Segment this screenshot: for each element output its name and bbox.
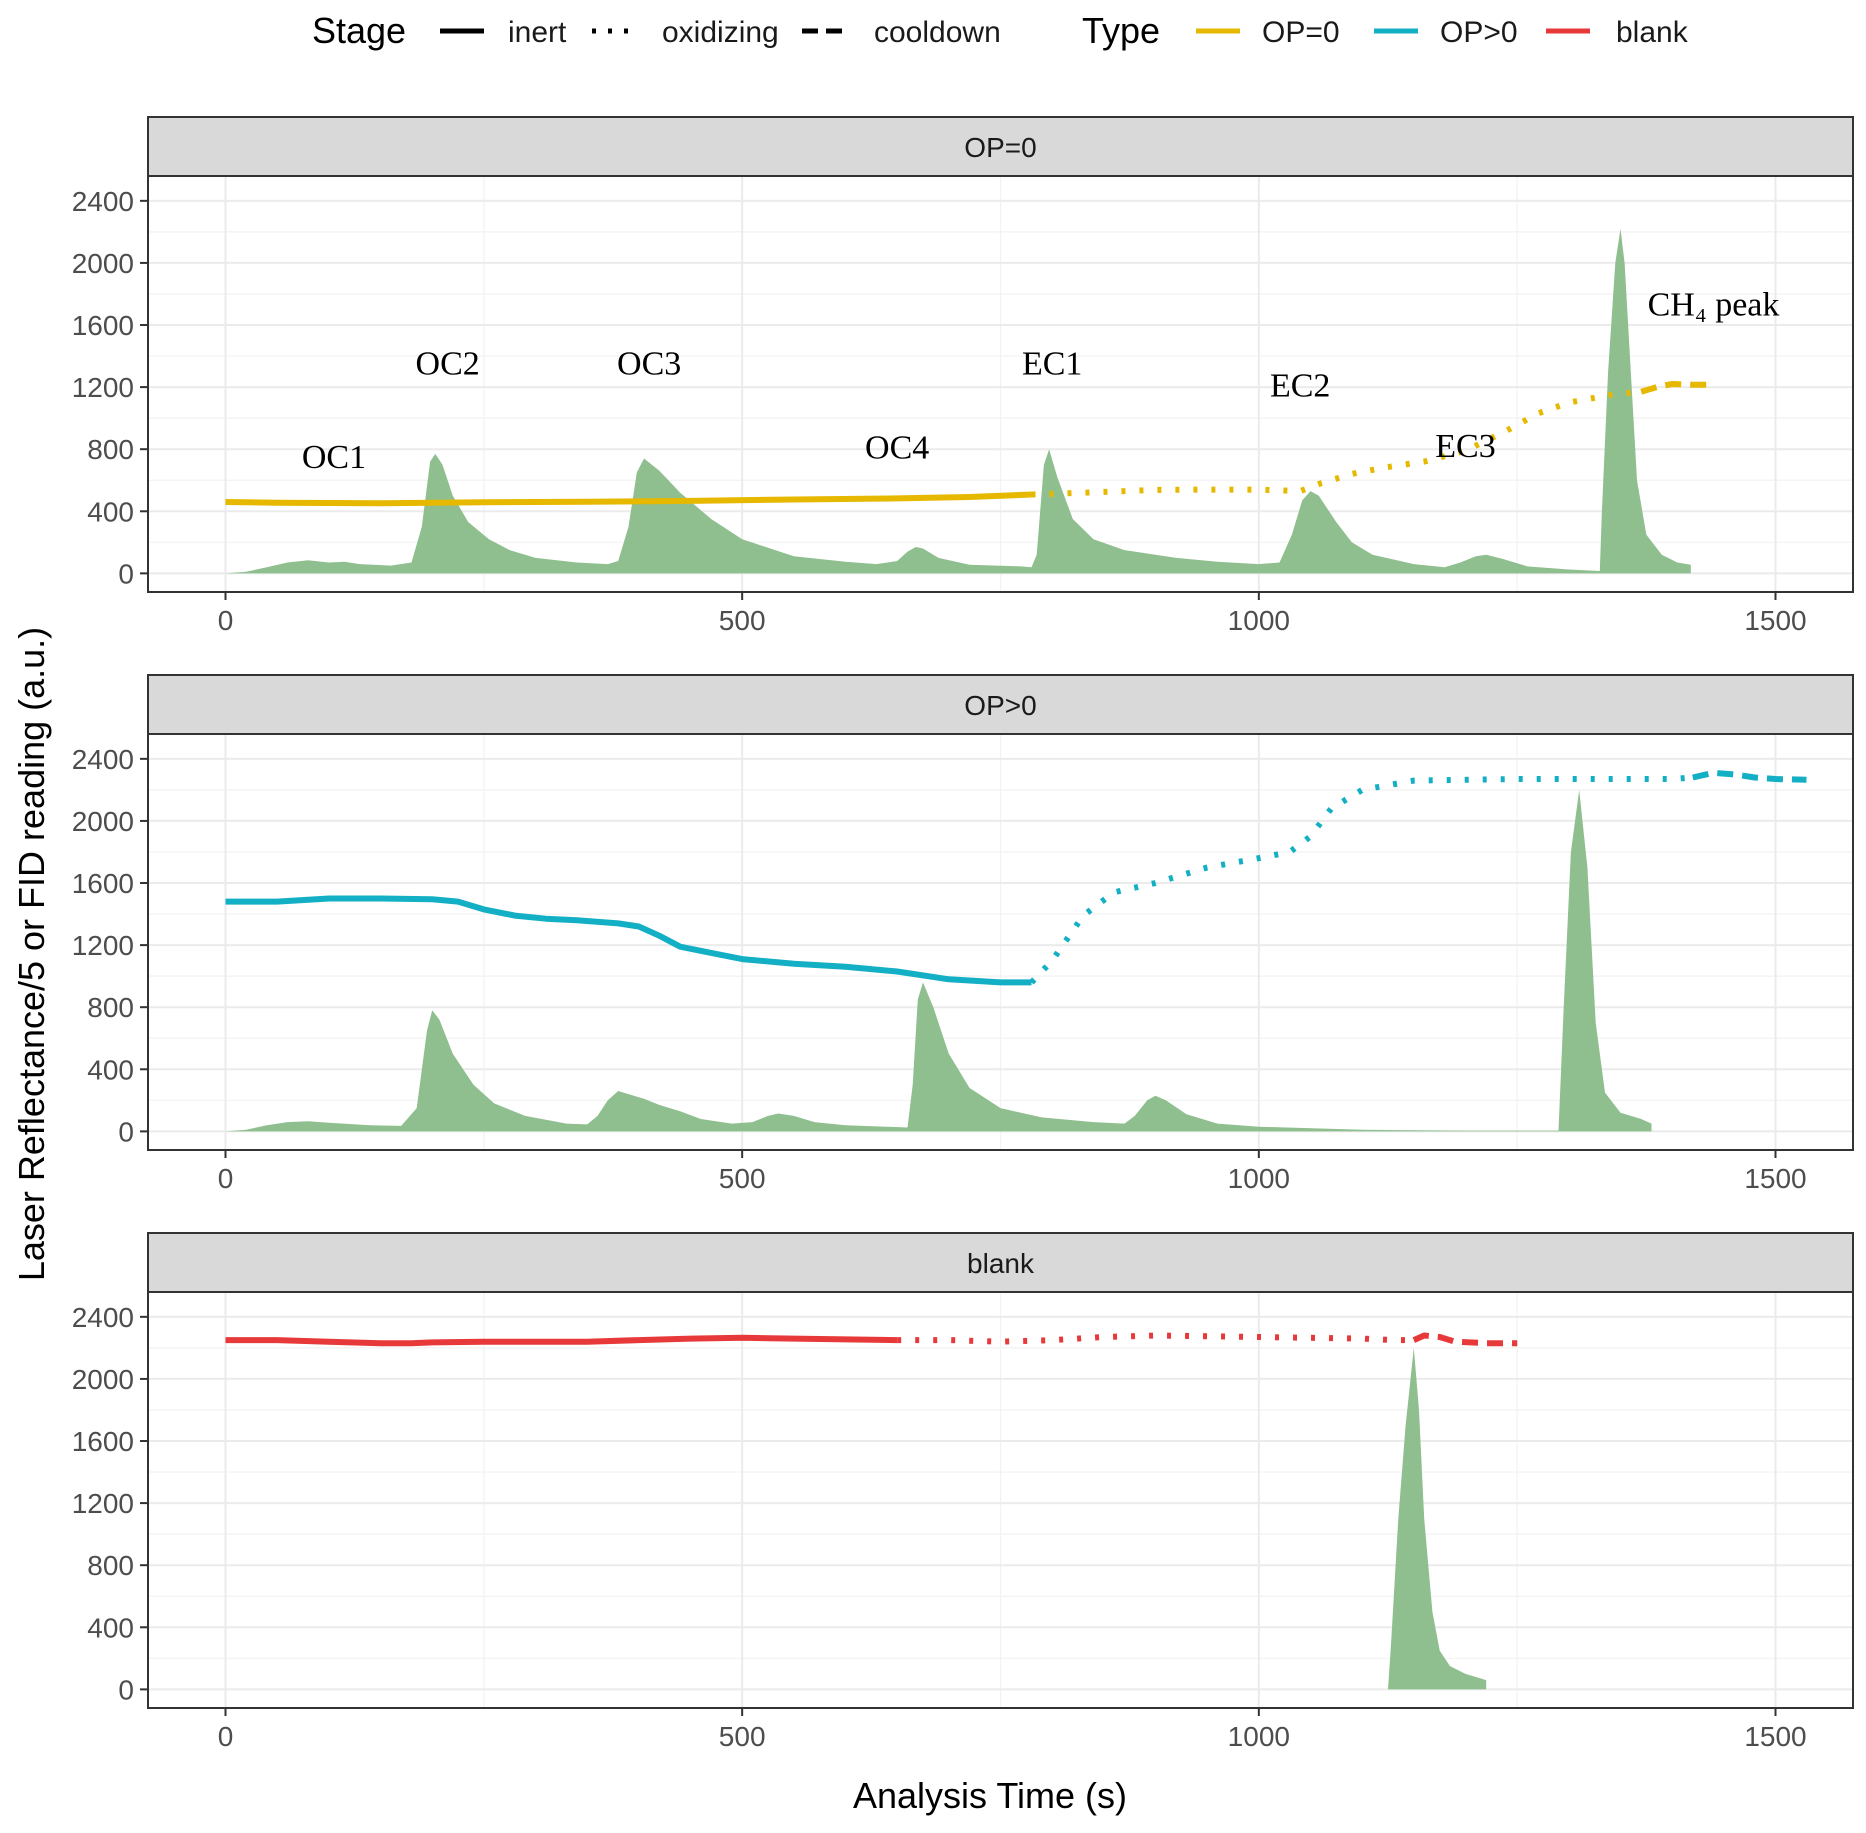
y-tick-label: 1200 [72, 372, 134, 403]
y-tick-label: 800 [87, 1550, 134, 1581]
x-tick-label: 500 [719, 605, 766, 636]
x-tick-label: 500 [719, 1163, 766, 1194]
y-tick-label: 1600 [72, 310, 134, 341]
y-axis-title: Laser Reflectance/5 or FID reading (a.u.… [11, 627, 52, 1281]
y-tick-label: 1600 [72, 868, 134, 899]
y-tick-label: 400 [87, 1612, 134, 1643]
y-tick-label: 1200 [72, 930, 134, 961]
laser-line-inert [225, 895, 1032, 986]
legend-label-type-1: OP>0 [1440, 16, 1518, 49]
panel-1: OP>0 0 500 1000 1500 0 400 800 1200 1600 2000 2400 [72, 674, 1854, 1194]
y-tick-label: 0 [118, 1116, 134, 1147]
legend-title-type: Type [1082, 10, 1160, 51]
y-tick-label: 1200 [72, 1488, 134, 1519]
x-tick-label: 1000 [1228, 1163, 1290, 1194]
x-tick-label: 0 [218, 1721, 234, 1752]
legend-label-cooldown: cooldown [874, 16, 1001, 49]
x-tick-label: 1500 [1744, 1163, 1806, 1194]
facet-strip [147, 116, 1854, 177]
laser-line-inert [225, 491, 1032, 507]
x-tick-label: 1500 [1744, 1721, 1806, 1752]
peak-annotation: EC1 [1022, 346, 1082, 383]
panel-border [147, 175, 1854, 593]
laser-line-cooldown [1412, 1332, 1518, 1347]
x-tick-label: 0 [218, 605, 234, 636]
y-tick-label: 0 [118, 1674, 134, 1705]
panel-2: blank 0 500 1000 1500 0 400 800 1200 1600 2000 2400 [72, 1232, 1854, 1752]
x-axis-title: Analysis Time (s) [853, 1775, 1127, 1816]
facet-strip-label: OP>0 [964, 690, 1036, 721]
y-tick-label: 1600 [72, 1426, 134, 1457]
legend-label-type-0: OP=0 [1262, 16, 1340, 49]
peak-annotation: EC3 [1435, 428, 1495, 465]
peak-annotation: CH₄ peak [1648, 287, 1780, 324]
y-tick-label: 2400 [72, 1302, 134, 1333]
laser-line-inert [225, 1334, 898, 1347]
peak-annotation: OC1 [302, 439, 366, 476]
x-tick-label: 0 [218, 1163, 234, 1194]
panel-border [147, 1291, 1854, 1709]
laser-line-cooldown [1692, 769, 1807, 783]
x-tick-label: 1500 [1744, 605, 1806, 636]
y-tick-label: 2000 [72, 806, 134, 837]
peak-annotation: OC4 [865, 430, 929, 467]
laser-line-cooldown [1640, 381, 1709, 395]
y-tick-label: 400 [87, 496, 134, 527]
y-tick-label: 800 [87, 992, 134, 1023]
y-tick-label: 0 [118, 558, 134, 589]
y-tick-label: 2000 [72, 248, 134, 279]
legend: Stage inert oxidizing cooldown Type OP=0 OP>0 b… [312, 10, 1689, 51]
peak-annotation: EC2 [1270, 367, 1330, 404]
laser-line-oxidizing [897, 1332, 1414, 1345]
legend-label-type-2: blank [1616, 16, 1689, 49]
facet-strip-label: OP=0 [964, 132, 1036, 163]
x-tick-label: 1000 [1228, 605, 1290, 636]
y-tick-label: 2400 [72, 186, 134, 217]
fid-area [225, 789, 1652, 1132]
peak-annotation: OC3 [617, 346, 681, 383]
peak-annotation: OC2 [416, 346, 480, 383]
y-tick-label: 2000 [72, 1364, 134, 1395]
facet-strip [147, 1232, 1854, 1293]
y-tick-label: 400 [87, 1054, 134, 1085]
y-tick-label: 800 [87, 434, 134, 465]
facet-strip-label: blank [967, 1248, 1035, 1279]
x-tick-label: 500 [719, 1721, 766, 1752]
legend-label-oxidizing: oxidizing [662, 16, 779, 49]
facet-panels: OP=0 OC1 OC2 OC3 OC4 EC1 EC2 EC3 CH₄ peak 0 500 100… [72, 116, 1854, 1752]
x-tick-label: 1000 [1228, 1721, 1290, 1752]
panel-border [147, 733, 1854, 1151]
panel-0: OP=0 OC1 OC2 OC3 OC4 EC1 EC2 EC3 CH₄ peak 0 500 100… [72, 116, 1854, 636]
legend-label-inert: inert [508, 16, 567, 49]
y-tick-label: 2400 [72, 744, 134, 775]
legend-title-stage: Stage [312, 10, 406, 51]
